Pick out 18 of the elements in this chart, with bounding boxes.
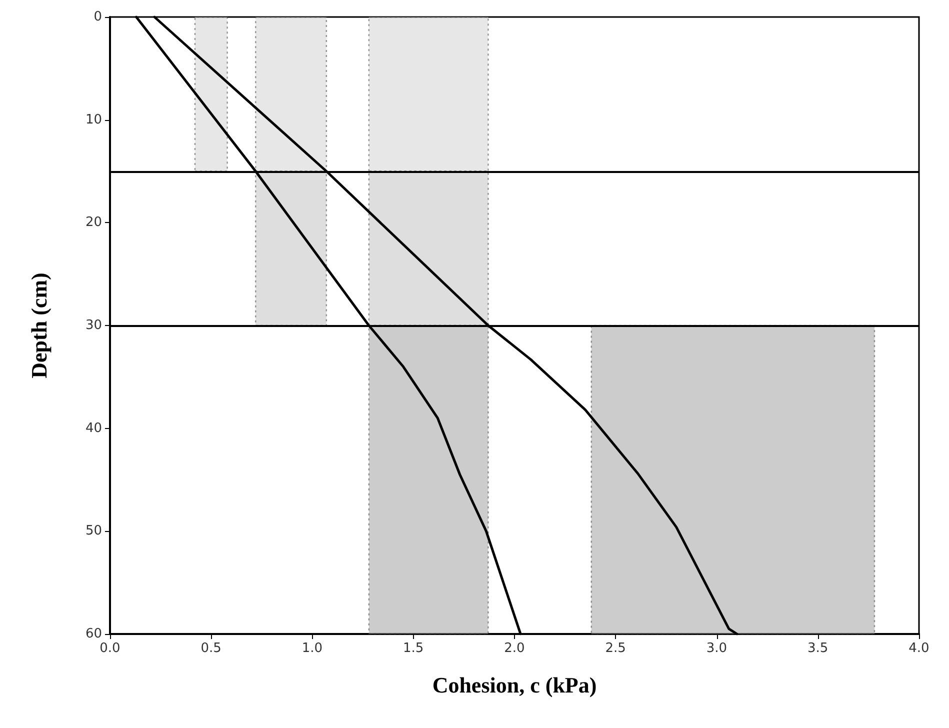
y-tick-label: 20 <box>85 215 102 230</box>
x-tick-label: 2.5 <box>605 641 626 656</box>
x-axis-title: Cohesion, c (kPa) <box>432 672 597 698</box>
x-tick-label: 3.0 <box>706 641 728 656</box>
y-tick-label: 10 <box>85 112 102 128</box>
y-tick-label: 40 <box>85 420 102 436</box>
x-tick-label: 2.0 <box>504 641 525 656</box>
x-tick-label: 0.5 <box>200 641 222 656</box>
y-axis-title: Depth (cm) <box>26 272 52 378</box>
y-tick-label: 50 <box>85 524 102 539</box>
y-tick-label: 60 <box>85 626 102 642</box>
y-tick-label: 30 <box>85 318 102 333</box>
x-tick-label: 1.0 <box>302 641 323 656</box>
x-tick-label: 4.0 <box>908 641 930 656</box>
y-tick-label: 0 <box>94 10 102 24</box>
x-tick-label: 1.5 <box>403 641 424 656</box>
x-tick-label: 0.0 <box>100 641 120 656</box>
x-tick-label: 3.5 <box>808 641 828 656</box>
